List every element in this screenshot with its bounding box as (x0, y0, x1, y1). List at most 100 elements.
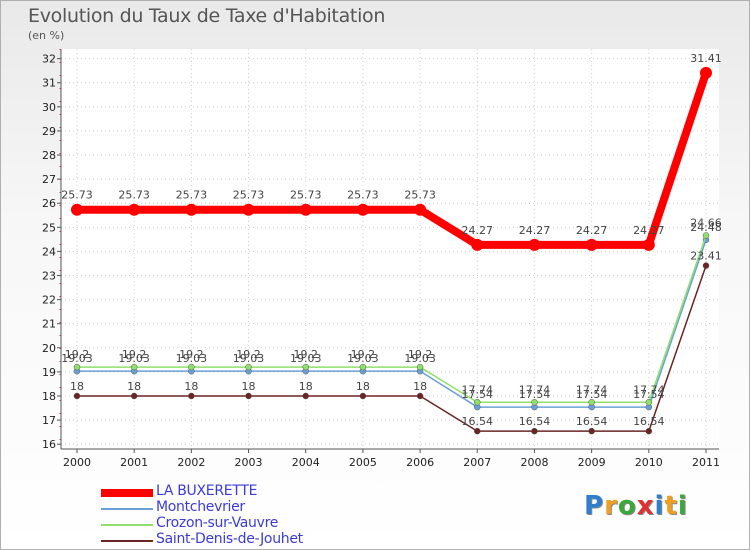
data-point (71, 203, 83, 216)
data-label: 16.54 (519, 415, 551, 428)
legend-label-la-buxerette: LA BUXERETTE (156, 483, 258, 499)
data-point (531, 427, 538, 435)
y-tick-label: 23 (42, 270, 56, 283)
legend-label-montchevrier: Montchevrier (156, 499, 245, 515)
data-label: 24.66 (690, 217, 722, 230)
x-tick-label: 2001 (120, 456, 148, 469)
x-tick-label: 2007 (463, 456, 491, 469)
y-tick-label: 24 (42, 245, 56, 258)
data-point (702, 262, 710, 269)
data-label: 23.41 (690, 250, 722, 263)
y-tick-label: 27 (42, 173, 56, 186)
data-label: 25.73 (118, 189, 150, 202)
data-point (359, 363, 367, 371)
chart-title: Evolution du Taux de Taxe d'Habitation (28, 5, 386, 27)
x-tick-label: 2005 (349, 456, 377, 469)
data-point (700, 66, 712, 79)
legend-label-saint-denis-de-jouhet: Saint-Denis-de-Jouhet (156, 531, 303, 547)
data-point (185, 203, 198, 216)
data-label: 24.48 (690, 221, 722, 234)
data-label: 19.03 (176, 352, 208, 365)
data-point (73, 392, 81, 400)
data-label: 18 (127, 380, 141, 393)
x-tick-label: 2010 (635, 456, 663, 469)
data-point (645, 427, 653, 435)
x-tick-label: 2009 (578, 456, 606, 469)
legend-swatch-saint-denis-de-jouhet (101, 540, 153, 542)
data-point (128, 203, 141, 216)
x-tick-label: 2011 (692, 456, 720, 469)
y-tick-label: 28 (42, 149, 56, 162)
data-point (645, 399, 653, 406)
data-point (302, 363, 309, 371)
logo-letter: o (617, 491, 637, 521)
data-label: 17.74 (633, 383, 665, 396)
data-label: 16.54 (633, 415, 665, 428)
data-label: 18 (356, 380, 370, 393)
y-tick-label: 30 (42, 101, 56, 114)
data-label: 25.73 (176, 189, 208, 202)
logo-letter: x (636, 491, 655, 521)
data-point (702, 232, 710, 239)
chart-subtitle: (en %) (28, 29, 65, 42)
data-label: 18 (70, 380, 84, 393)
data-label: 31.41 (690, 52, 722, 65)
data-label: 19.2 (408, 348, 433, 361)
data-point (356, 203, 369, 216)
y-tick-label: 31 (42, 77, 56, 90)
x-tick-label: 2003 (235, 456, 263, 469)
data-label: 18 (413, 380, 427, 393)
logo-letter: i (654, 491, 665, 521)
y-tick-label: 16 (42, 438, 56, 451)
data-point (188, 363, 195, 371)
data-label: 18 (242, 380, 256, 393)
data-point (416, 392, 424, 400)
data-point (528, 238, 541, 251)
data-label: 19.2 (179, 348, 204, 361)
data-label: 19.03 (347, 352, 379, 365)
data-label: 19.2 (122, 348, 147, 361)
y-tick-label: 19 (42, 366, 56, 379)
y-tick-label: 18 (42, 390, 56, 403)
x-tick-label: 2006 (406, 456, 434, 469)
data-label: 19.03 (233, 352, 265, 365)
data-point (299, 203, 312, 216)
y-tick-label: 22 (42, 294, 56, 307)
plot-area (61, 49, 719, 449)
data-point (471, 238, 484, 251)
x-tick-label: 2008 (520, 456, 548, 469)
data-label: 24.27 (462, 224, 494, 237)
data-point (359, 392, 367, 400)
data-point (585, 238, 598, 251)
data-label: 16.54 (462, 415, 494, 428)
series-line (77, 71, 710, 249)
data-point (73, 363, 81, 371)
data-label: 17.54 (633, 388, 665, 401)
y-tick-label: 26 (42, 197, 56, 210)
data-point (642, 238, 655, 251)
data-point (242, 203, 255, 216)
logo-letter: P (584, 491, 605, 521)
legend-swatch-la-buxerette (101, 489, 153, 497)
data-label: 24.27 (576, 224, 608, 237)
data-label: 25.73 (233, 189, 265, 202)
data-label: 17.74 (462, 383, 494, 396)
data-label: 25.73 (61, 189, 93, 202)
y-tick-label: 29 (42, 125, 56, 138)
data-label: 17.74 (576, 383, 608, 396)
data-label: 19.03 (404, 352, 436, 365)
x-tick-label: 2000 (63, 456, 91, 469)
data-label: 25.73 (347, 189, 379, 202)
data-label: 17.74 (519, 383, 551, 396)
data-point (188, 392, 195, 400)
data-label: 17.54 (519, 388, 551, 401)
data-point (416, 363, 424, 371)
y-tick-label: 17 (42, 414, 56, 427)
data-point (414, 203, 427, 216)
data-label: 24.27 (519, 224, 551, 237)
data-point (474, 427, 481, 435)
series-line (77, 265, 707, 432)
legend-swatch-montchevrier (101, 508, 153, 510)
